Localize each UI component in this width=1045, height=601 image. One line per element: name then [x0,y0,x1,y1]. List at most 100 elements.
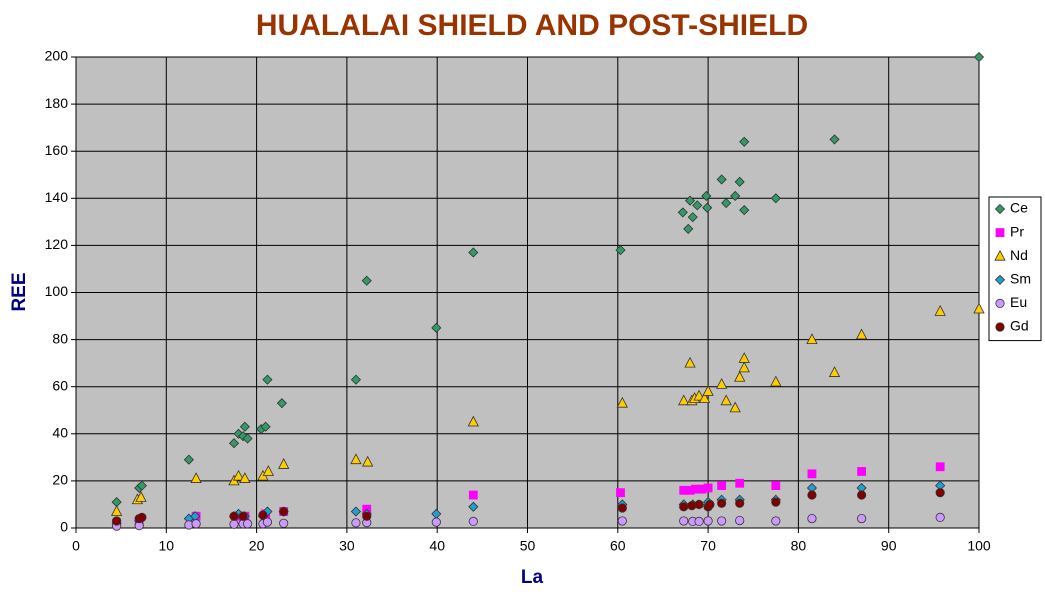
x-axis-label: La [521,567,544,588]
data-point [829,134,840,145]
data-point [807,490,817,500]
data-point [721,197,732,209]
data-point [350,374,361,385]
data-point [694,499,704,510]
data-point [770,193,781,204]
data-point [771,516,781,526]
data-point [183,454,194,465]
data-point [698,392,711,403]
legend-marker [994,274,1006,285]
data-point [692,200,703,211]
data-point [735,478,745,488]
data-point [278,458,290,469]
legend-label: Pr [1010,223,1024,239]
data-point [857,490,867,500]
data-point [717,516,727,526]
data-point [110,505,123,516]
data-point [973,51,985,63]
chart-title: HUALALAI SHIELD AND POST-SHIELD [256,9,808,42]
data-point [935,488,945,498]
y-tick-label: 80 [52,330,68,346]
data-point [279,518,289,528]
data-point [616,396,628,408]
data-point [362,511,372,521]
data-point [350,453,362,465]
data-point [730,190,741,202]
data-point [806,333,818,345]
data-point [467,415,479,427]
data-point [468,247,479,258]
data-point [771,481,781,491]
data-point [857,513,867,524]
data-point [112,516,122,526]
data-point [855,328,868,340]
data-point [771,497,781,507]
data-point [468,490,478,500]
data-point [229,519,239,529]
data-point [617,503,627,513]
data-point [468,516,478,527]
data-point [238,511,248,521]
x-tick-label: 10 [159,538,175,554]
data-point [729,401,741,413]
data-point [678,394,690,406]
y-tick-label: 0 [60,519,68,535]
legend [988,196,1042,342]
data-point [260,421,271,432]
data-point [807,469,817,479]
legend-marker [995,322,1005,332]
data-point [228,438,240,449]
legend-label: Sm [1010,271,1031,287]
legend-label: Nd [1010,247,1028,263]
data-point [615,245,626,256]
data-point [687,212,698,223]
data-point [770,375,782,387]
data-point [935,512,945,523]
data-point [701,190,712,202]
x-tick-label: 50 [520,538,536,554]
x-tick-label: 90 [881,538,897,554]
data-point [677,207,688,218]
data-point [807,513,817,524]
data-point [362,455,374,467]
data-point [262,517,273,527]
data-point [720,394,732,406]
legend-label: Ce [1010,200,1028,216]
data-point [242,433,253,444]
data-point [702,385,714,396]
data-point [735,515,745,526]
data-point [705,499,715,510]
data-point [973,302,985,314]
y-tick-label: 60 [52,377,68,393]
data-point [739,136,750,147]
y-axis-label: REE [9,272,30,311]
data-point [828,366,841,377]
x-tick-label: 70 [700,538,716,554]
data-point [717,481,727,491]
data-point [276,398,287,409]
x-tick-label: 80 [791,538,807,554]
data-point [431,322,442,333]
x-tick-label: 30 [339,538,355,554]
y-tick-label: 100 [45,283,69,299]
x-tick-label: 40 [429,538,445,554]
data-point [703,516,713,526]
data-point [857,467,867,476]
data-point [739,205,750,216]
data-point [738,361,750,373]
data-point [232,469,245,481]
data-point [703,483,713,493]
data-point [715,377,728,389]
data-point [431,517,441,527]
data-point [616,488,625,498]
legend-marker [994,203,1006,215]
data-point [468,501,479,512]
y-tick-label: 40 [52,425,68,441]
data-point [679,502,689,512]
data-point [735,498,745,508]
data-point [734,370,746,382]
data-point [279,506,289,517]
data-point [239,472,251,483]
data-point [738,352,750,363]
